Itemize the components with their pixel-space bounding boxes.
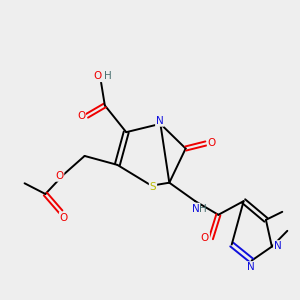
- Text: O: O: [55, 171, 64, 181]
- Text: O: O: [60, 213, 68, 223]
- Text: H: H: [103, 71, 111, 81]
- Text: H: H: [199, 204, 206, 214]
- Text: N: N: [274, 241, 282, 251]
- Text: O: O: [201, 233, 209, 243]
- Text: O: O: [208, 138, 216, 148]
- Text: N: N: [192, 204, 200, 214]
- Text: S: S: [150, 182, 156, 192]
- Text: O: O: [77, 111, 85, 122]
- Text: N: N: [156, 116, 164, 126]
- Text: O: O: [93, 71, 101, 81]
- Text: N: N: [247, 262, 255, 272]
